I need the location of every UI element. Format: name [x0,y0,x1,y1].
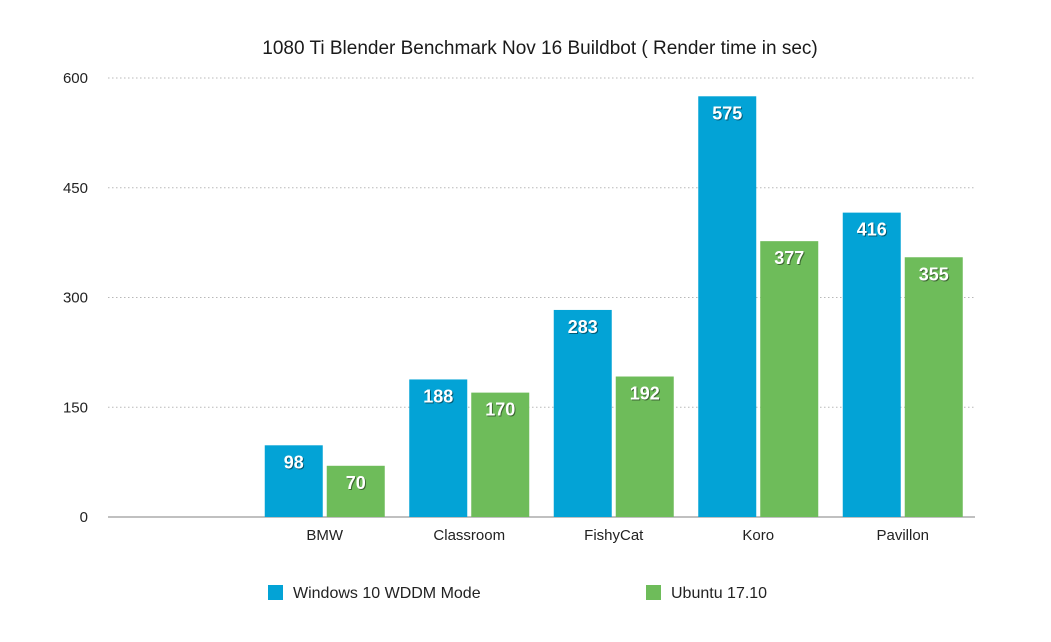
y-axis-ticks: 0 150 300 450 600 [63,70,88,526]
bar-value-shadow: 70 [347,474,367,494]
bar-ubuntu-koro [760,241,819,517]
y-tick-label: 150 [63,399,88,416]
bar-value-shadow: 377 [775,249,805,269]
bars: 9898707018818817017028328319219257557537… [264,96,963,518]
bar-value-label: 283 [568,317,598,337]
bar-value-shadow: 170 [486,401,516,421]
x-tick-label: Classroom [433,527,505,544]
y-tick-label: 300 [63,290,88,307]
x-tick-label: BMW [306,527,344,544]
x-tick-label: Koro [742,527,774,544]
bar-value-shadow: 355 [920,265,950,285]
bar-value-shadow: 192 [631,385,661,405]
x-tick-label: Pavillon [876,527,929,544]
bar-value-label: 70 [346,473,366,493]
bar-value-shadow: 416 [858,221,888,241]
x-axis-ticks: BMW Classroom FishyCat Koro Pavillon [306,527,929,544]
y-tick-label: 450 [63,180,88,197]
bar-value-shadow: 283 [569,318,599,338]
bar-windows-bmw [264,445,323,517]
bar-windows-classroom [409,379,468,517]
bar-ubuntu-pavillon [904,257,963,517]
bar-ubuntu-fishycat [615,376,674,517]
bar-value-label: 355 [919,264,949,284]
bar-value-label: 377 [774,248,804,268]
bar-value-label: 192 [630,384,660,404]
bar-windows-koro [698,96,757,518]
x-tick-label: FishyCat [584,527,644,544]
bar-value-shadow: 188 [424,387,454,407]
bar-value-label: 575 [712,103,742,123]
chart-title: 1080 Ti Blender Benchmark Nov 16 Buildbo… [262,38,818,59]
bar-value-shadow: 98 [285,453,305,473]
legend-label-windows: Windows 10 WDDM Mode [293,585,481,602]
y-tick-label: 0 [80,509,88,526]
bar-value-label: 188 [423,386,453,406]
legend-swatch-ubuntu [646,585,661,600]
legend-label-ubuntu: Ubuntu 17.10 [671,585,767,602]
legend: Windows 10 WDDM Mode Ubuntu 17.10 [268,585,767,602]
bar-ubuntu-classroom [471,392,530,517]
bar-ubuntu-bmw [326,465,385,517]
gridlines [108,77,975,518]
bar-value-label: 98 [284,452,304,472]
legend-swatch-windows [268,585,283,600]
y-tick-label: 600 [63,70,88,87]
bar-value-label: 416 [857,220,887,240]
bar-value-label: 170 [485,400,515,420]
bar-windows-pavillon [842,212,901,518]
bar-windows-fishycat [553,309,612,517]
bar-value-shadow: 575 [713,104,743,124]
